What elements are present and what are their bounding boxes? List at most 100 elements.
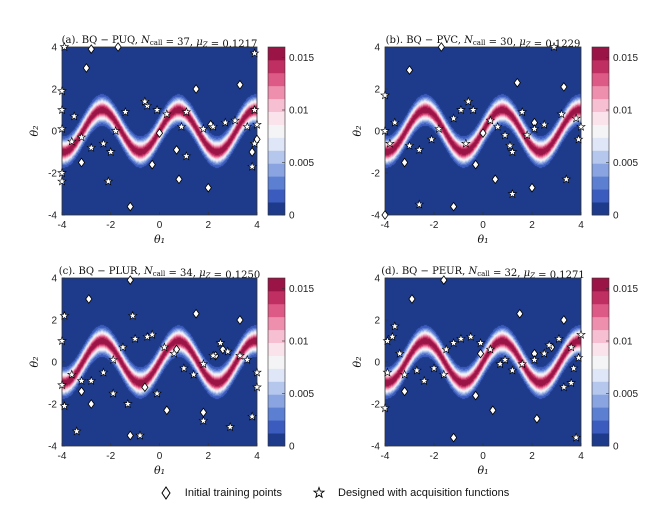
legend: Initial training points Designed with ac… — [0, 480, 668, 506]
y-tick-label: 4 — [374, 43, 380, 54]
initial-point — [476, 348, 485, 359]
initial-point — [516, 308, 524, 319]
initial-point — [85, 294, 93, 304]
initial-point — [148, 159, 156, 170]
colorbar-segment — [268, 355, 285, 369]
initial-point — [401, 386, 409, 397]
y-tick-label: 4 — [374, 274, 380, 285]
colorbar-segment — [592, 433, 609, 447]
colorbar-segment — [268, 394, 285, 408]
x-tick-label: 0 — [480, 451, 486, 462]
initial-point — [126, 275, 134, 285]
colorbar-segment — [592, 98, 609, 113]
colorbar-segment — [268, 342, 285, 356]
y-tick-label: 4 — [51, 43, 57, 54]
colorbar-segment — [268, 137, 285, 151]
initial-point — [440, 275, 448, 285]
colorbar-segment — [268, 72, 285, 87]
colorbar-segment — [592, 85, 609, 100]
panel-3: (c). BQ − PLUR, Ncall = 34, μZ = 0.1250 -… — [28, 266, 314, 477]
initial-point — [450, 432, 458, 443]
y-tick-label: -4 — [371, 211, 380, 222]
initial-point — [192, 308, 200, 319]
initial-point — [77, 386, 86, 397]
initial-point — [236, 79, 244, 90]
initial-point — [141, 382, 149, 393]
initial-point — [204, 182, 212, 193]
y-tick-label: 0 — [51, 358, 57, 369]
colorbar-segment — [268, 381, 285, 395]
colorbar-tick-label: 0 — [613, 442, 619, 453]
initial-point — [175, 174, 183, 185]
x-tick-label: -4 — [381, 220, 390, 231]
initial-point — [533, 413, 541, 424]
colorbar-segment — [592, 420, 609, 434]
initial-point — [219, 344, 227, 355]
x-axis-label: θ₁ — [154, 464, 165, 477]
x-tick-label: 4 — [254, 451, 260, 462]
initial-point — [528, 182, 536, 193]
colorbar-segment — [592, 137, 609, 151]
colorbar-segment — [268, 316, 285, 331]
x-tick-label: -4 — [58, 451, 67, 462]
y-tick-label: -2 — [371, 400, 380, 411]
colorbar-tick-label: 0.005 — [289, 389, 314, 400]
colorbar-segment — [268, 47, 285, 61]
colorbar-segment — [268, 420, 285, 434]
colorbar-tick-label: 0.015 — [289, 284, 314, 295]
panel-title: (d). BQ − PEUR, Ncall = 32, μZ = 0.1271 — [381, 266, 584, 281]
colorbar-segment — [268, 202, 285, 216]
initial-point — [126, 430, 134, 441]
colorbar-segment — [592, 368, 609, 382]
x-tick-label: 2 — [205, 220, 211, 231]
colorbar-segment — [592, 329, 609, 344]
colorbar-frame — [267, 277, 286, 447]
colorbar-segment — [592, 59, 609, 74]
y-tick-label: 2 — [51, 316, 57, 327]
y-tick-label: -2 — [48, 169, 57, 180]
x-tick-label: 4 — [254, 220, 260, 231]
colorbar-frame — [267, 46, 286, 216]
colorbar-tick-label: 0.01 — [289, 337, 309, 348]
initial-point — [401, 157, 409, 168]
x-axis-label: θ₁ — [154, 233, 165, 246]
initial-point — [450, 201, 458, 212]
panel-title: (b). BQ − PVC, Ncall = 30, μZ = 0.1229 — [386, 35, 581, 50]
colorbar-tick-label: 0 — [289, 211, 295, 222]
colorbar-segment — [592, 381, 609, 395]
panel-1: (a). BQ − PUQ, Ncall = 37, μZ = 0.1217 -4… — [28, 35, 314, 246]
colorbar-tick-label: 0.015 — [289, 53, 314, 64]
colorbar-frame — [591, 46, 610, 216]
colorbar-segment — [592, 278, 609, 292]
panel-4: (d). BQ − PEUR, Ncall = 32, μZ = 0.1271 -… — [351, 266, 638, 477]
x-tick-label: -2 — [430, 220, 439, 231]
x-tick-label: 2 — [529, 451, 535, 462]
colorbar-segment — [268, 150, 285, 164]
initial-point — [560, 82, 568, 92]
legend-designed-label: Designed with acquisition functions — [338, 487, 510, 499]
colorbar-tick-label: 0.005 — [613, 389, 638, 400]
colorbar-tick-label: 0.01 — [613, 106, 633, 117]
panel-2: (b). BQ − PVC, Ncall = 30, μZ = 0.1229 -4… — [351, 35, 638, 246]
colorbar-segment — [268, 59, 285, 74]
y-tick-label: -4 — [371, 442, 380, 453]
colorbar-segment — [592, 290, 609, 305]
colorbar-tick-label: 0.01 — [613, 337, 633, 348]
colorbar-segment — [268, 176, 285, 190]
x-tick-label: 4 — [578, 220, 584, 231]
colorbar-segment — [268, 278, 285, 292]
initial-point — [472, 159, 480, 170]
y-axis-label: θ₂ — [351, 125, 364, 136]
initial-point — [126, 201, 134, 212]
legend-designed: Designed with acquisition functions — [312, 486, 509, 500]
x-tick-label: 4 — [578, 451, 584, 462]
y-tick-label: 0 — [374, 127, 380, 138]
x-tick-label: -2 — [430, 451, 439, 462]
colorbar-tick-label: 0.005 — [289, 158, 314, 169]
colorbar-segment — [592, 163, 609, 177]
y-tick-label: 2 — [374, 316, 380, 327]
colorbar-segment — [268, 163, 285, 177]
colorbar-segment — [592, 189, 609, 203]
colorbar-segment — [268, 98, 285, 113]
initial-point — [82, 63, 90, 73]
